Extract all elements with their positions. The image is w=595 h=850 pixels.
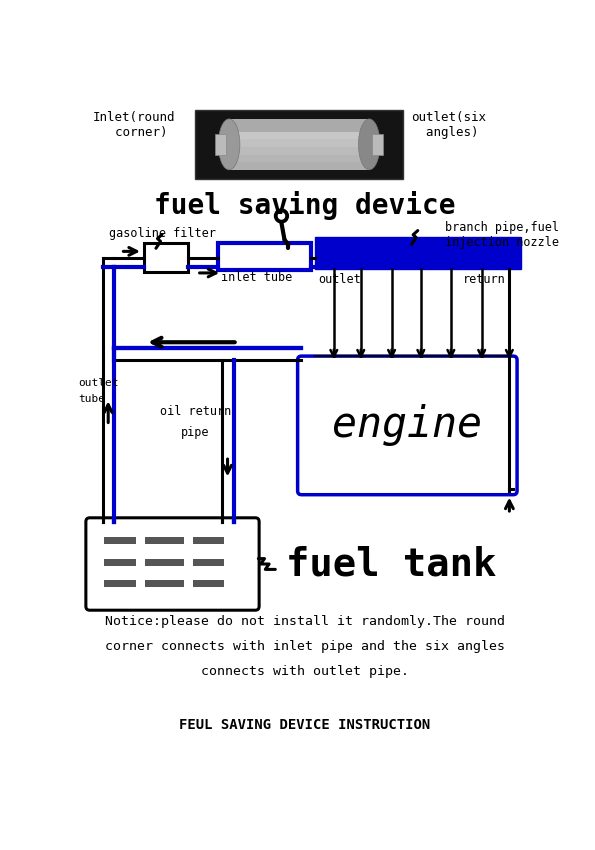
Text: inlet tube: inlet tube: [221, 271, 292, 285]
Bar: [372, 134, 383, 155]
Text: engine: engine: [333, 405, 483, 446]
Ellipse shape: [358, 119, 380, 170]
Bar: [229, 147, 369, 155]
Text: return: return: [463, 273, 506, 286]
Bar: [215, 134, 226, 155]
Bar: [145, 537, 184, 544]
Text: FEUL SAVING DEVICE INSTRUCTION: FEUL SAVING DEVICE INSTRUCTION: [179, 718, 430, 732]
Bar: [229, 155, 369, 162]
Bar: [229, 139, 369, 147]
Text: oil return
pipe: oil return pipe: [159, 405, 231, 439]
Text: outlet
tube: outlet tube: [78, 377, 118, 404]
Bar: [104, 558, 136, 565]
Bar: [195, 110, 403, 179]
Bar: [218, 243, 311, 269]
Circle shape: [278, 212, 284, 219]
Bar: [193, 581, 224, 587]
Ellipse shape: [218, 119, 240, 170]
Bar: [143, 243, 188, 272]
Bar: [229, 132, 369, 139]
Text: Inlet(round
  corner): Inlet(round corner): [92, 111, 175, 139]
FancyBboxPatch shape: [86, 518, 259, 610]
Text: outlet: outlet: [318, 273, 361, 286]
Bar: [315, 237, 521, 269]
Bar: [229, 119, 369, 170]
Bar: [229, 162, 369, 170]
Bar: [193, 558, 224, 565]
Bar: [193, 537, 224, 544]
Text: fuel saving device: fuel saving device: [154, 190, 455, 219]
Bar: [104, 581, 136, 587]
Bar: [145, 558, 184, 565]
FancyBboxPatch shape: [298, 356, 517, 495]
Text: outlet(six
  angles): outlet(six angles): [411, 111, 486, 139]
Text: branch pipe,fuel
injection nozzle: branch pipe,fuel injection nozzle: [446, 221, 559, 249]
Bar: [145, 581, 184, 587]
Circle shape: [274, 209, 289, 223]
Bar: [104, 537, 136, 544]
Text: fuel tank: fuel tank: [286, 545, 496, 583]
Text: gasoline filter: gasoline filter: [109, 227, 215, 240]
Text: Notice:please do not install it randomly.The round
corner connects with inlet pi: Notice:please do not install it randomly…: [105, 615, 505, 677]
